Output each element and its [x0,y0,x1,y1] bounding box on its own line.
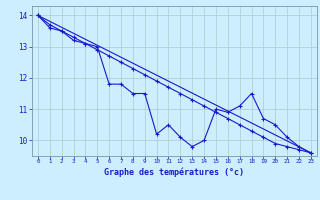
X-axis label: Graphe des températures (°c): Graphe des températures (°c) [104,167,244,177]
